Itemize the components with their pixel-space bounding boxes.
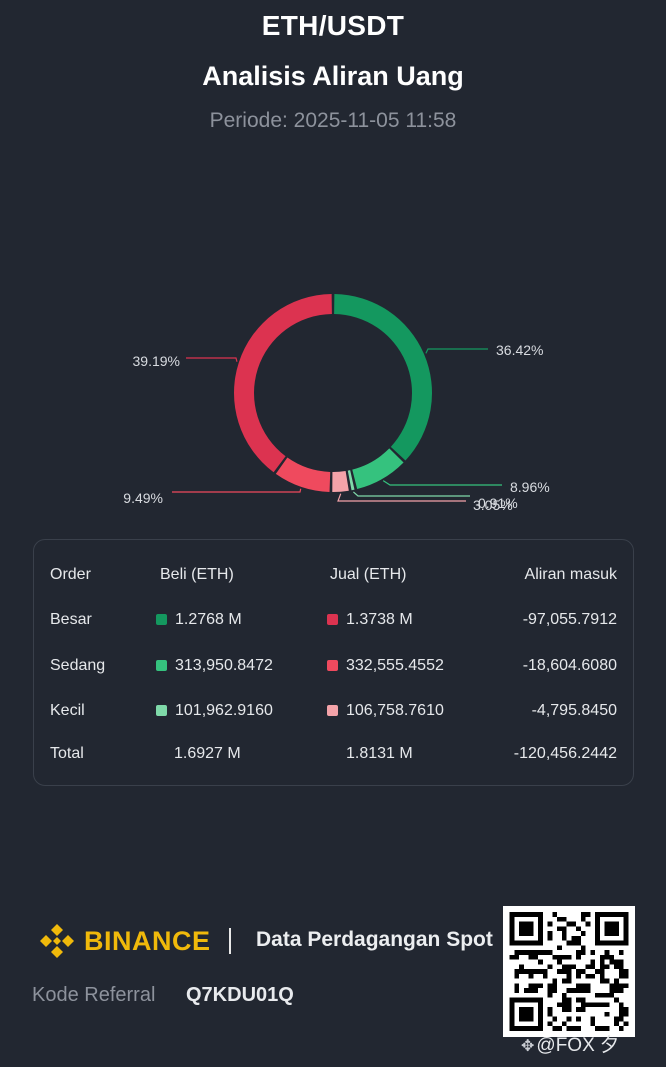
leader-line-3 (337, 493, 466, 502)
sell-value: 332,555.4552 (346, 657, 444, 674)
slice-label-3: 3.05% (473, 497, 513, 513)
sell-cell: 1.3738 M (327, 605, 413, 635)
leader-line-5 (186, 357, 238, 362)
buy-swatch (156, 660, 167, 671)
flow-total: -120,456.2442 (513, 745, 617, 762)
sell-value: 1.3738 M (346, 611, 413, 628)
buy-cell: 101,962.9160 (156, 696, 273, 726)
sell-total: 1.8131 M (346, 745, 413, 762)
table-row-total: Total 1.6927 M 1.8131 M -120,456.2442 (34, 739, 635, 769)
watermark: ✥ @FOX 夕 (521, 1030, 619, 1057)
money-flow-donut-chart: 36.42% 8.96%0.91%3.05% 9.49% 39.19% (123, 294, 550, 513)
buy-swatch (156, 705, 167, 716)
page-subtitle: Analisis Aliran Uang (202, 61, 464, 91)
leader-line-4 (172, 488, 302, 493)
buy-value: 1.2768 M (175, 611, 242, 628)
referral-label: Kode Referral (32, 984, 156, 1006)
buy-total: 1.6927 M (174, 745, 241, 762)
period-label: Periode: 2025-11-05 11:58 (209, 109, 457, 132)
flow-value: -4,795.8450 (531, 702, 617, 719)
donut-slice-2 (347, 470, 355, 491)
pair-title: ETH/USDT (261, 10, 405, 41)
table-row-medium: Sedang 313,950.8472 332,555.4552 -18,604… (34, 651, 635, 681)
row-name: Sedang (50, 657, 106, 674)
referral-code: Q7KDU01Q (186, 984, 294, 1006)
tagline: Data Perdagangan Spot (256, 928, 493, 951)
flow-value: -18,604.6080 (522, 657, 617, 674)
sell-swatch (327, 705, 338, 716)
sell-swatch (327, 614, 338, 625)
buy-cell: 313,950.8472 (156, 651, 273, 681)
donut-slice-5 (233, 294, 332, 473)
donut-slice-0 (334, 294, 433, 461)
qr-code-icon (503, 906, 635, 1037)
sell-value: 106,758.7610 (346, 702, 444, 719)
header-buy: Beli (ETH) (160, 566, 234, 583)
brand-divider (228, 928, 231, 954)
money-flow-table: Order Beli (ETH) Jual (ETH) Aliran masuk… (33, 539, 634, 786)
sell-cell: 106,758.7610 (327, 696, 444, 726)
watermark-icon: ✥ (521, 1038, 535, 1055)
sell-swatch (327, 660, 338, 671)
header-flow: Aliran masuk (524, 566, 617, 583)
leader-line-0 (425, 348, 488, 354)
table-row-small: Kecil 101,962.9160 106,758.7610 -4,795.8… (34, 696, 635, 726)
donut-slice-1 (352, 448, 404, 490)
donut-slice-3 (332, 470, 349, 492)
slice-label-1: 8.96% (510, 479, 550, 495)
header-order: Order (50, 566, 91, 583)
flow-value: -97,055.7912 (522, 611, 617, 628)
buy-value: 313,950.8472 (175, 657, 273, 674)
sell-cell: 332,555.4552 (327, 651, 444, 681)
slice-label-5: 39.19% (133, 353, 180, 369)
donut-slice-4 (275, 457, 331, 492)
binance-diamond-icon (40, 924, 74, 958)
leader-line-2 (353, 491, 470, 497)
header-sell: Jual (ETH) (330, 566, 407, 583)
table-header-row: Order Beli (ETH) Jual (ETH) Aliran masuk (34, 560, 635, 590)
brand-name: BINANCE (84, 925, 211, 956)
slice-label-4: 9.49% (123, 490, 163, 506)
binance-logo: BINANCE (38, 921, 231, 961)
buy-value: 101,962.9160 (175, 702, 273, 719)
row-name: Total (50, 745, 84, 762)
watermark-text: @FOX 夕 (536, 1035, 620, 1056)
row-name: Kecil (50, 702, 85, 719)
slice-label-0: 36.42% (496, 342, 543, 358)
table-row-large: Besar 1.2768 M 1.3738 M -97,055.7912 (34, 605, 635, 635)
buy-swatch (156, 614, 167, 625)
buy-cell: 1.2768 M (156, 605, 242, 635)
slice-label-2: 0.91% (478, 495, 518, 511)
leader-line-1 (382, 480, 502, 486)
row-name: Besar (50, 611, 92, 628)
